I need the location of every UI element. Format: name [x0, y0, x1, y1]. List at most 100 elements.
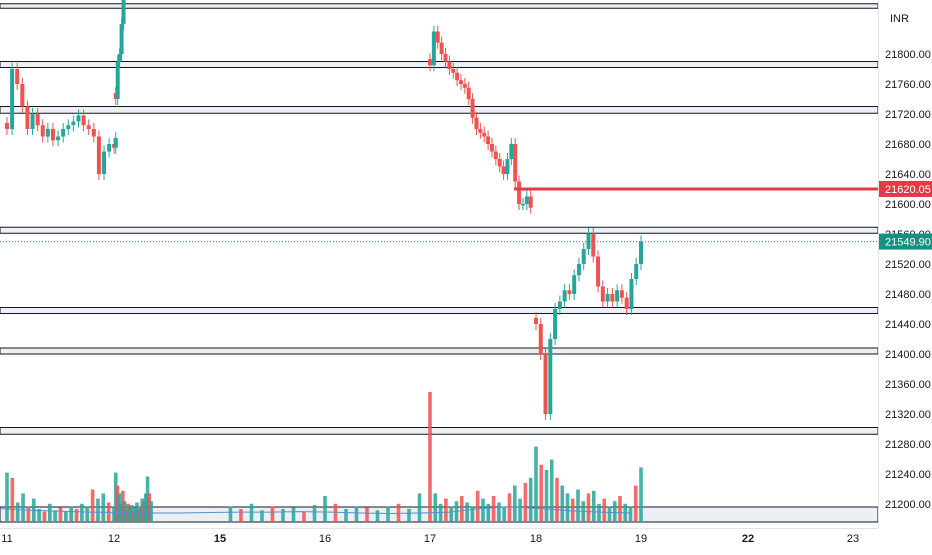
- candle-body: [615, 290, 620, 302]
- candle-body: [478, 129, 483, 133]
- candle-body: [115, 61, 120, 99]
- zone-band: [0, 61, 879, 68]
- candle-body: [76, 115, 81, 122]
- candle-body: [581, 249, 586, 264]
- candle-body: [462, 84, 467, 88]
- candle-body: [534, 318, 538, 324]
- volume-bar: [534, 446, 538, 522]
- volume-bar: [37, 509, 41, 522]
- volume-bar: [618, 496, 622, 522]
- volume-bar: [21, 493, 25, 522]
- candle-body: [119, 24, 124, 54]
- candle-body: [435, 31, 440, 43]
- volume-bar: [633, 485, 638, 522]
- candle-body: [439, 42, 444, 54]
- volume-bar: [333, 503, 338, 522]
- candle-body: [591, 234, 596, 257]
- volume-bar: [433, 493, 438, 522]
- candle-body: [71, 121, 76, 126]
- volume-bar: [260, 510, 264, 522]
- candle-body: [91, 129, 96, 137]
- volume-bar: [80, 503, 84, 522]
- candle-body: [107, 144, 112, 152]
- volume-bar: [502, 506, 506, 522]
- candle-body: [30, 114, 35, 129]
- x-tick-label: 11: [1, 533, 12, 545]
- y-tick-label: 21240.00: [885, 469, 931, 481]
- y-tick-label: 21400.00: [885, 349, 931, 361]
- volume-bar: [560, 485, 565, 522]
- y-tick-label: 21680.00: [885, 139, 931, 151]
- volume-bar: [513, 485, 517, 522]
- volume-bar: [90, 489, 95, 522]
- volume-bar: [15, 502, 20, 522]
- volume-bar: [312, 505, 317, 522]
- volume-bar: [597, 503, 601, 522]
- candle-body: [466, 87, 471, 99]
- candle-body: [470, 99, 475, 118]
- volume-bar: [576, 489, 580, 522]
- price-line-label-bg: [879, 180, 932, 197]
- volume-bar: [602, 498, 607, 522]
- candle-body: [56, 136, 61, 141]
- candle-body: [486, 136, 491, 144]
- volume-bar: [64, 511, 68, 522]
- volume-bar: [518, 498, 522, 522]
- candle-body: [576, 264, 581, 276]
- candle-body: [121, 0, 126, 24]
- price-axis[interactable]: 21200.00 21240.00 21280.00 21320.00 21360.00…: [879, 49, 932, 511]
- volume-bar: [555, 477, 559, 522]
- y-tick-label: 21440.00: [885, 319, 931, 331]
- candle-body: [528, 196, 533, 208]
- x-tick-label: 22: [742, 533, 754, 545]
- volume-bar: [5, 472, 9, 522]
- x-tick-label: 17: [424, 533, 436, 545]
- candle-body: [431, 31, 436, 66]
- volume-bar: [302, 511, 306, 522]
- candle-body: [102, 151, 107, 174]
- x-tick-label: 19: [635, 533, 647, 545]
- candle-body: [567, 290, 572, 294]
- candle-body: [557, 301, 562, 309]
- candle-body: [562, 290, 567, 302]
- volume-bar: [475, 490, 480, 522]
- volume-bar: [544, 470, 549, 522]
- last-price-label-bg: [879, 233, 932, 250]
- time-axis[interactable]: 11 12 15 16 17 18 19 22 23: [1, 533, 859, 545]
- candle-body: [600, 286, 605, 302]
- volume-bar: [149, 501, 153, 522]
- candle-body: [61, 129, 66, 137]
- candle-body: [517, 181, 522, 204]
- zone-band: [0, 307, 879, 314]
- candle-body: [458, 80, 463, 84]
- candle-body: [605, 294, 610, 302]
- volume-bar: [481, 498, 485, 522]
- volume-bar: [586, 493, 591, 522]
- candle-body: [610, 294, 615, 302]
- candle-body: [619, 290, 624, 298]
- volume-bar: [523, 483, 528, 522]
- volume-bar: [344, 509, 348, 522]
- candle-body: [543, 354, 548, 414]
- candle-body: [524, 196, 529, 204]
- volume-bar: [460, 496, 464, 522]
- x-tick-label: 12: [108, 533, 120, 545]
- candle-body: [624, 297, 629, 309]
- zone-band: [0, 106, 879, 114]
- volume-bar: [507, 493, 512, 522]
- zone-band: [0, 347, 879, 355]
- last-price-label: 21549.90: [885, 237, 931, 249]
- zone-band: [0, 427, 879, 435]
- candle-body: [629, 279, 634, 309]
- volume-bar: [497, 502, 501, 522]
- currency-label: INR: [890, 13, 909, 25]
- candle-body: [548, 339, 553, 414]
- price-lines-layer: [0, 187, 878, 243]
- candle-body: [639, 241, 643, 264]
- candle-body: [520, 204, 525, 206]
- candle-body: [572, 275, 577, 294]
- candle-body: [443, 54, 448, 62]
- volume-bar: [101, 493, 106, 522]
